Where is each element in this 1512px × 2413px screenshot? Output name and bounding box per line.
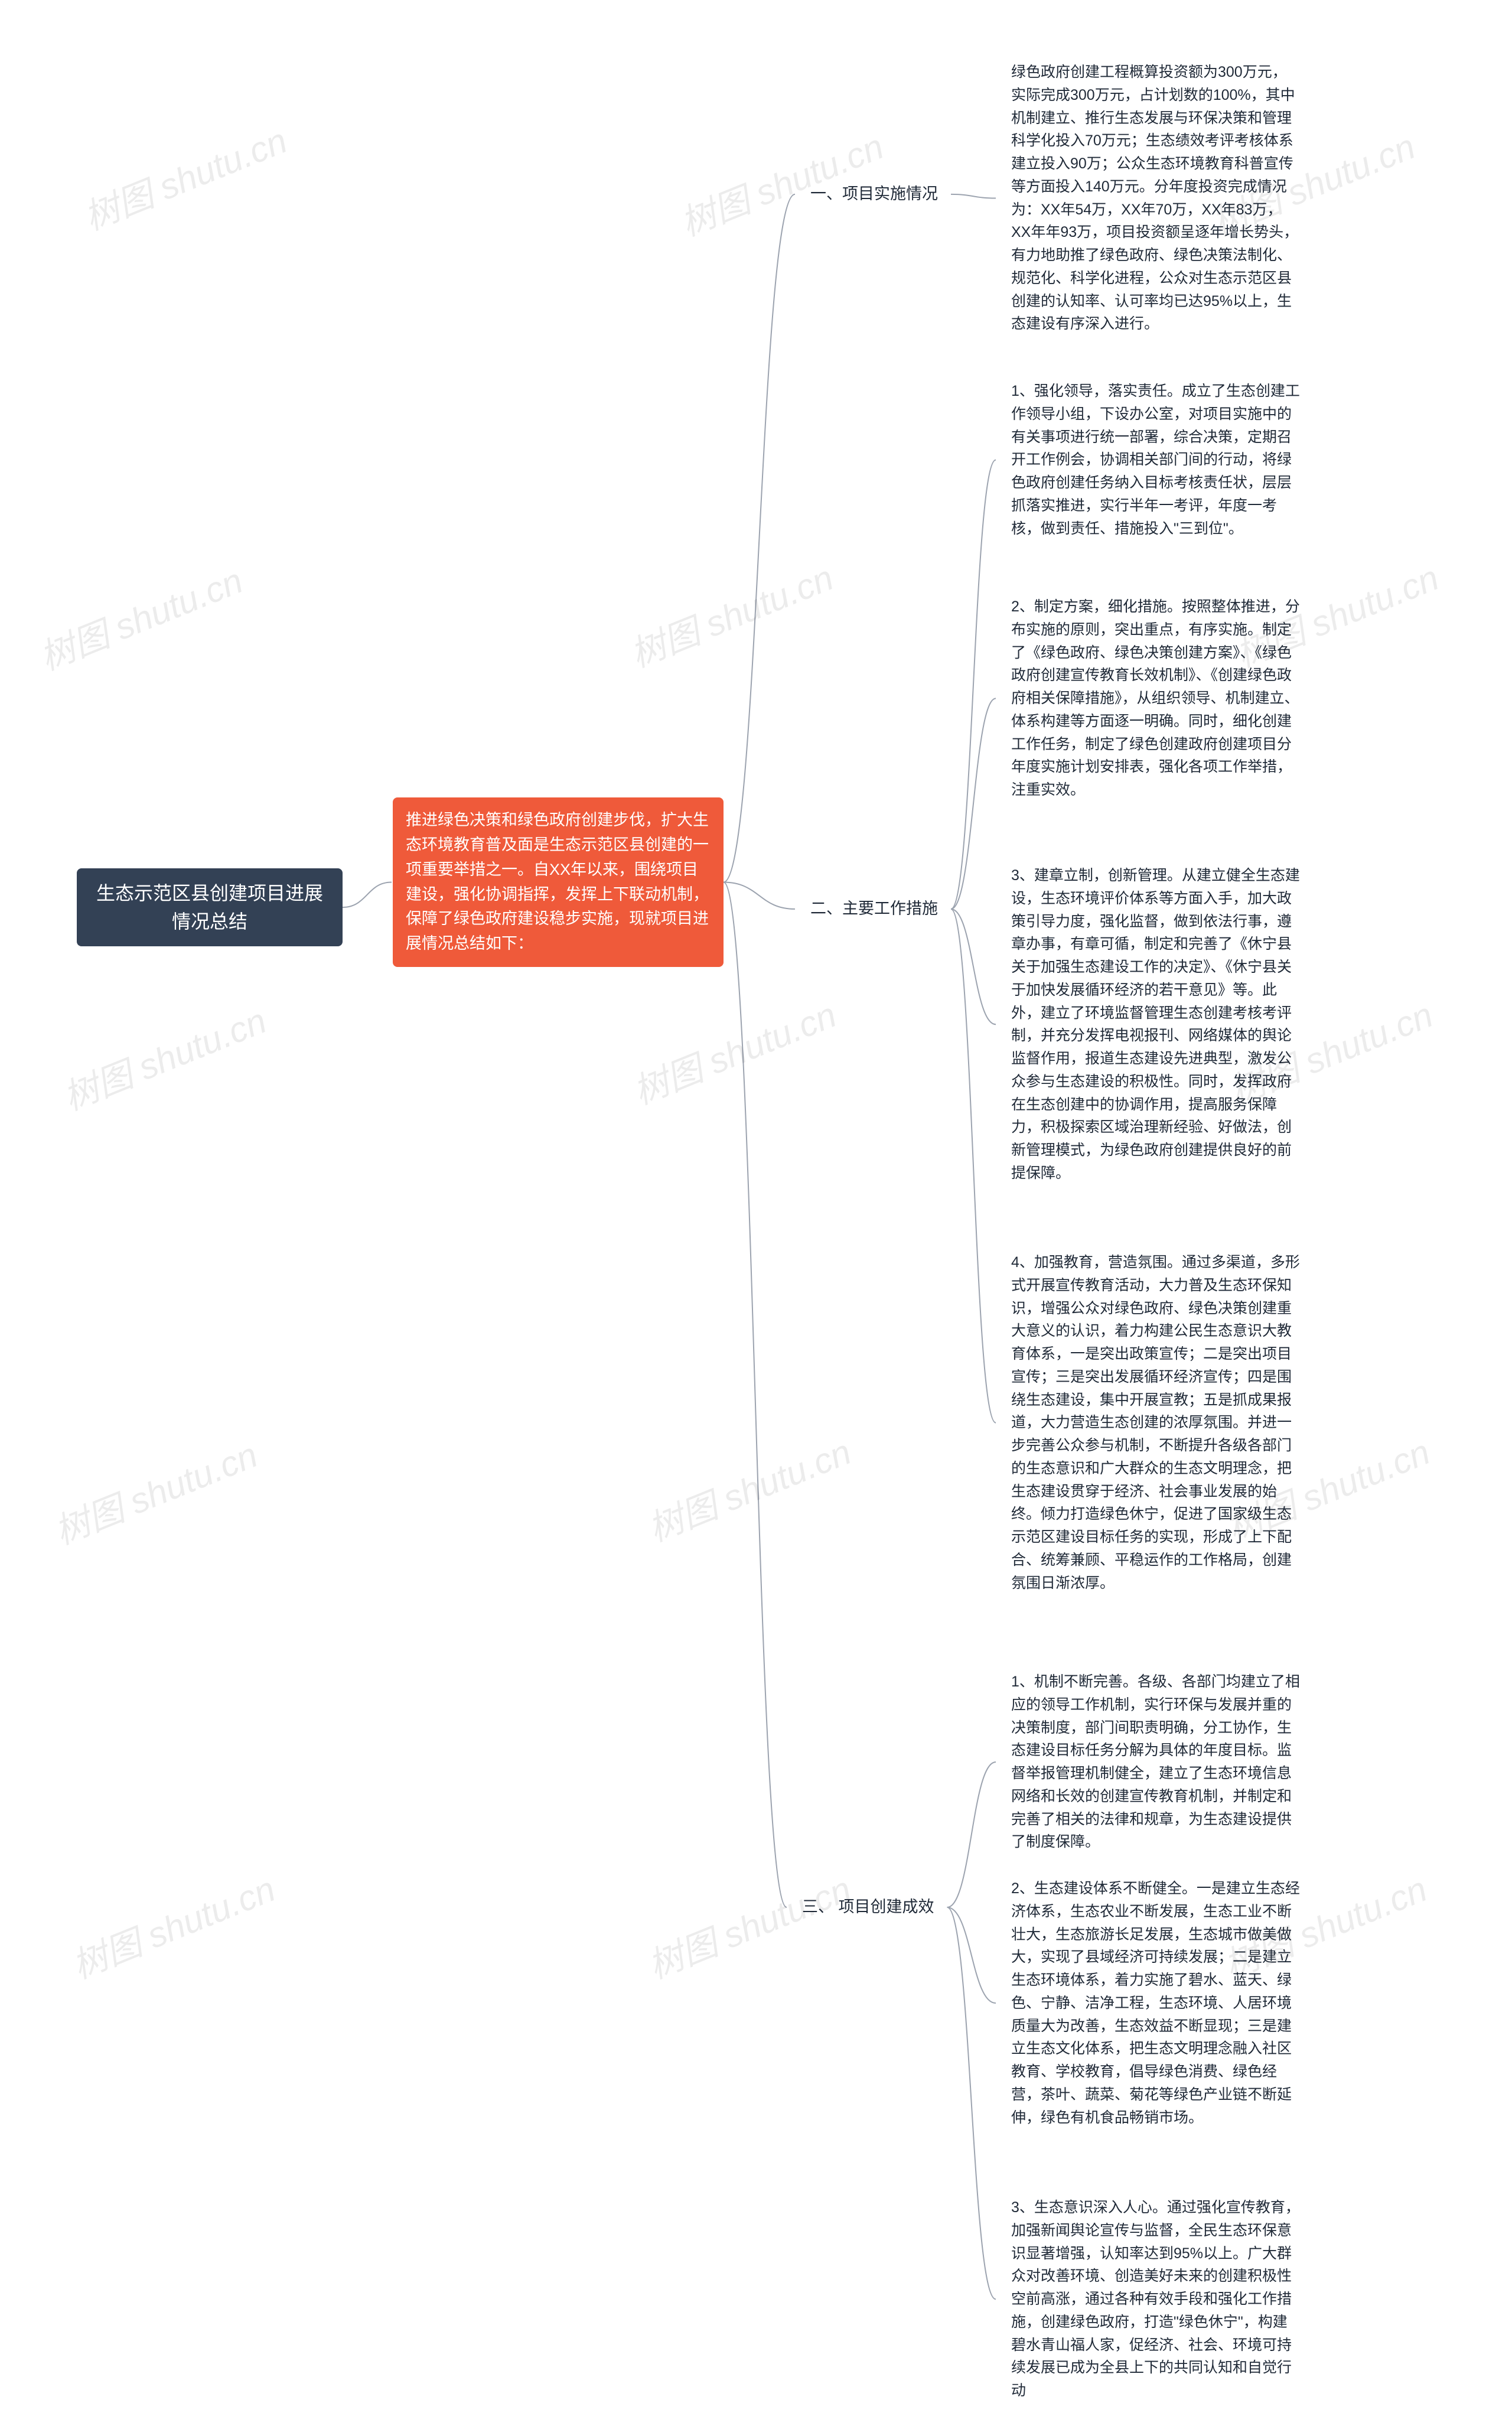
watermark-text: 树图 shutu.cn (639, 1424, 858, 1552)
leaf-3-2: 3、生态意识深入人心。通过强化宣传教育，加强新闻舆论宣传与监督，全民生态环保意识… (998, 2186, 1314, 2413)
leaf-2-0: 1、强化领导，落实责任。成立了生态创建工作领导小组，下设办公室，对项目实施中的有… (998, 369, 1314, 551)
leaf-2-1: 2、制定方案，细化措施。按照整体推进，分布实施的原则，突出重点，有序实施。制定了… (998, 585, 1314, 812)
root-node: 生态示范区县创建项目进展情况总结 (77, 868, 343, 946)
watermark-text: 树图 shutu.cn (31, 552, 249, 680)
leaf-3-0: 1、机制不断完善。各级、各部门均建立了相应的领导工作机制，实行环保与发展并重的决… (998, 1660, 1314, 1864)
watermark-text: 树图 shutu.cn (621, 549, 840, 678)
watermark-text: 树图 shutu.cn (624, 986, 843, 1115)
leaf-1-0: 绿色政府创建工程概算投资额为300万元，实际完成300万元，占计划数的100%，… (998, 50, 1314, 346)
watermark-text: 树图 shutu.cn (75, 112, 294, 240)
branch-label-3: 三、 项目创建成效 (789, 1884, 947, 1930)
watermark-text: 树图 shutu.cn (54, 992, 273, 1121)
mindmap-canvas: 生态示范区县创建项目进展情况总结 推进绿色决策和绿色政府创建步伐，扩大生态环境教… (0, 0, 1512, 2323)
branch-label-1: 一、项目实施情况 (797, 171, 951, 217)
watermark-text: 树图 shutu.cn (45, 1427, 264, 1555)
leaf-3-1: 2、生态建设体系不断健全。一是建立生态经济体系，生态农业不断发展，生态工业不断壮… (998, 1867, 1314, 2140)
intro-node: 推进绿色决策和绿色政府创建步伐，扩大生态环境教育普及面是生态示范区县创建的一项重… (393, 797, 724, 967)
branch-label-2: 二、主要工作措施 (797, 886, 951, 932)
leaf-2-3: 4、加强教育，营造氛围。通过多渠道，多形式开展宣传教育活动，大力普及生态环保知识… (998, 1240, 1314, 1605)
watermark-text: 树图 shutu.cn (63, 1861, 282, 1989)
leaf-2-2: 3、建章立制，创新管理。从建立健全生态建设，生态环境评价体系等方面入手，加大政策… (998, 854, 1314, 1196)
